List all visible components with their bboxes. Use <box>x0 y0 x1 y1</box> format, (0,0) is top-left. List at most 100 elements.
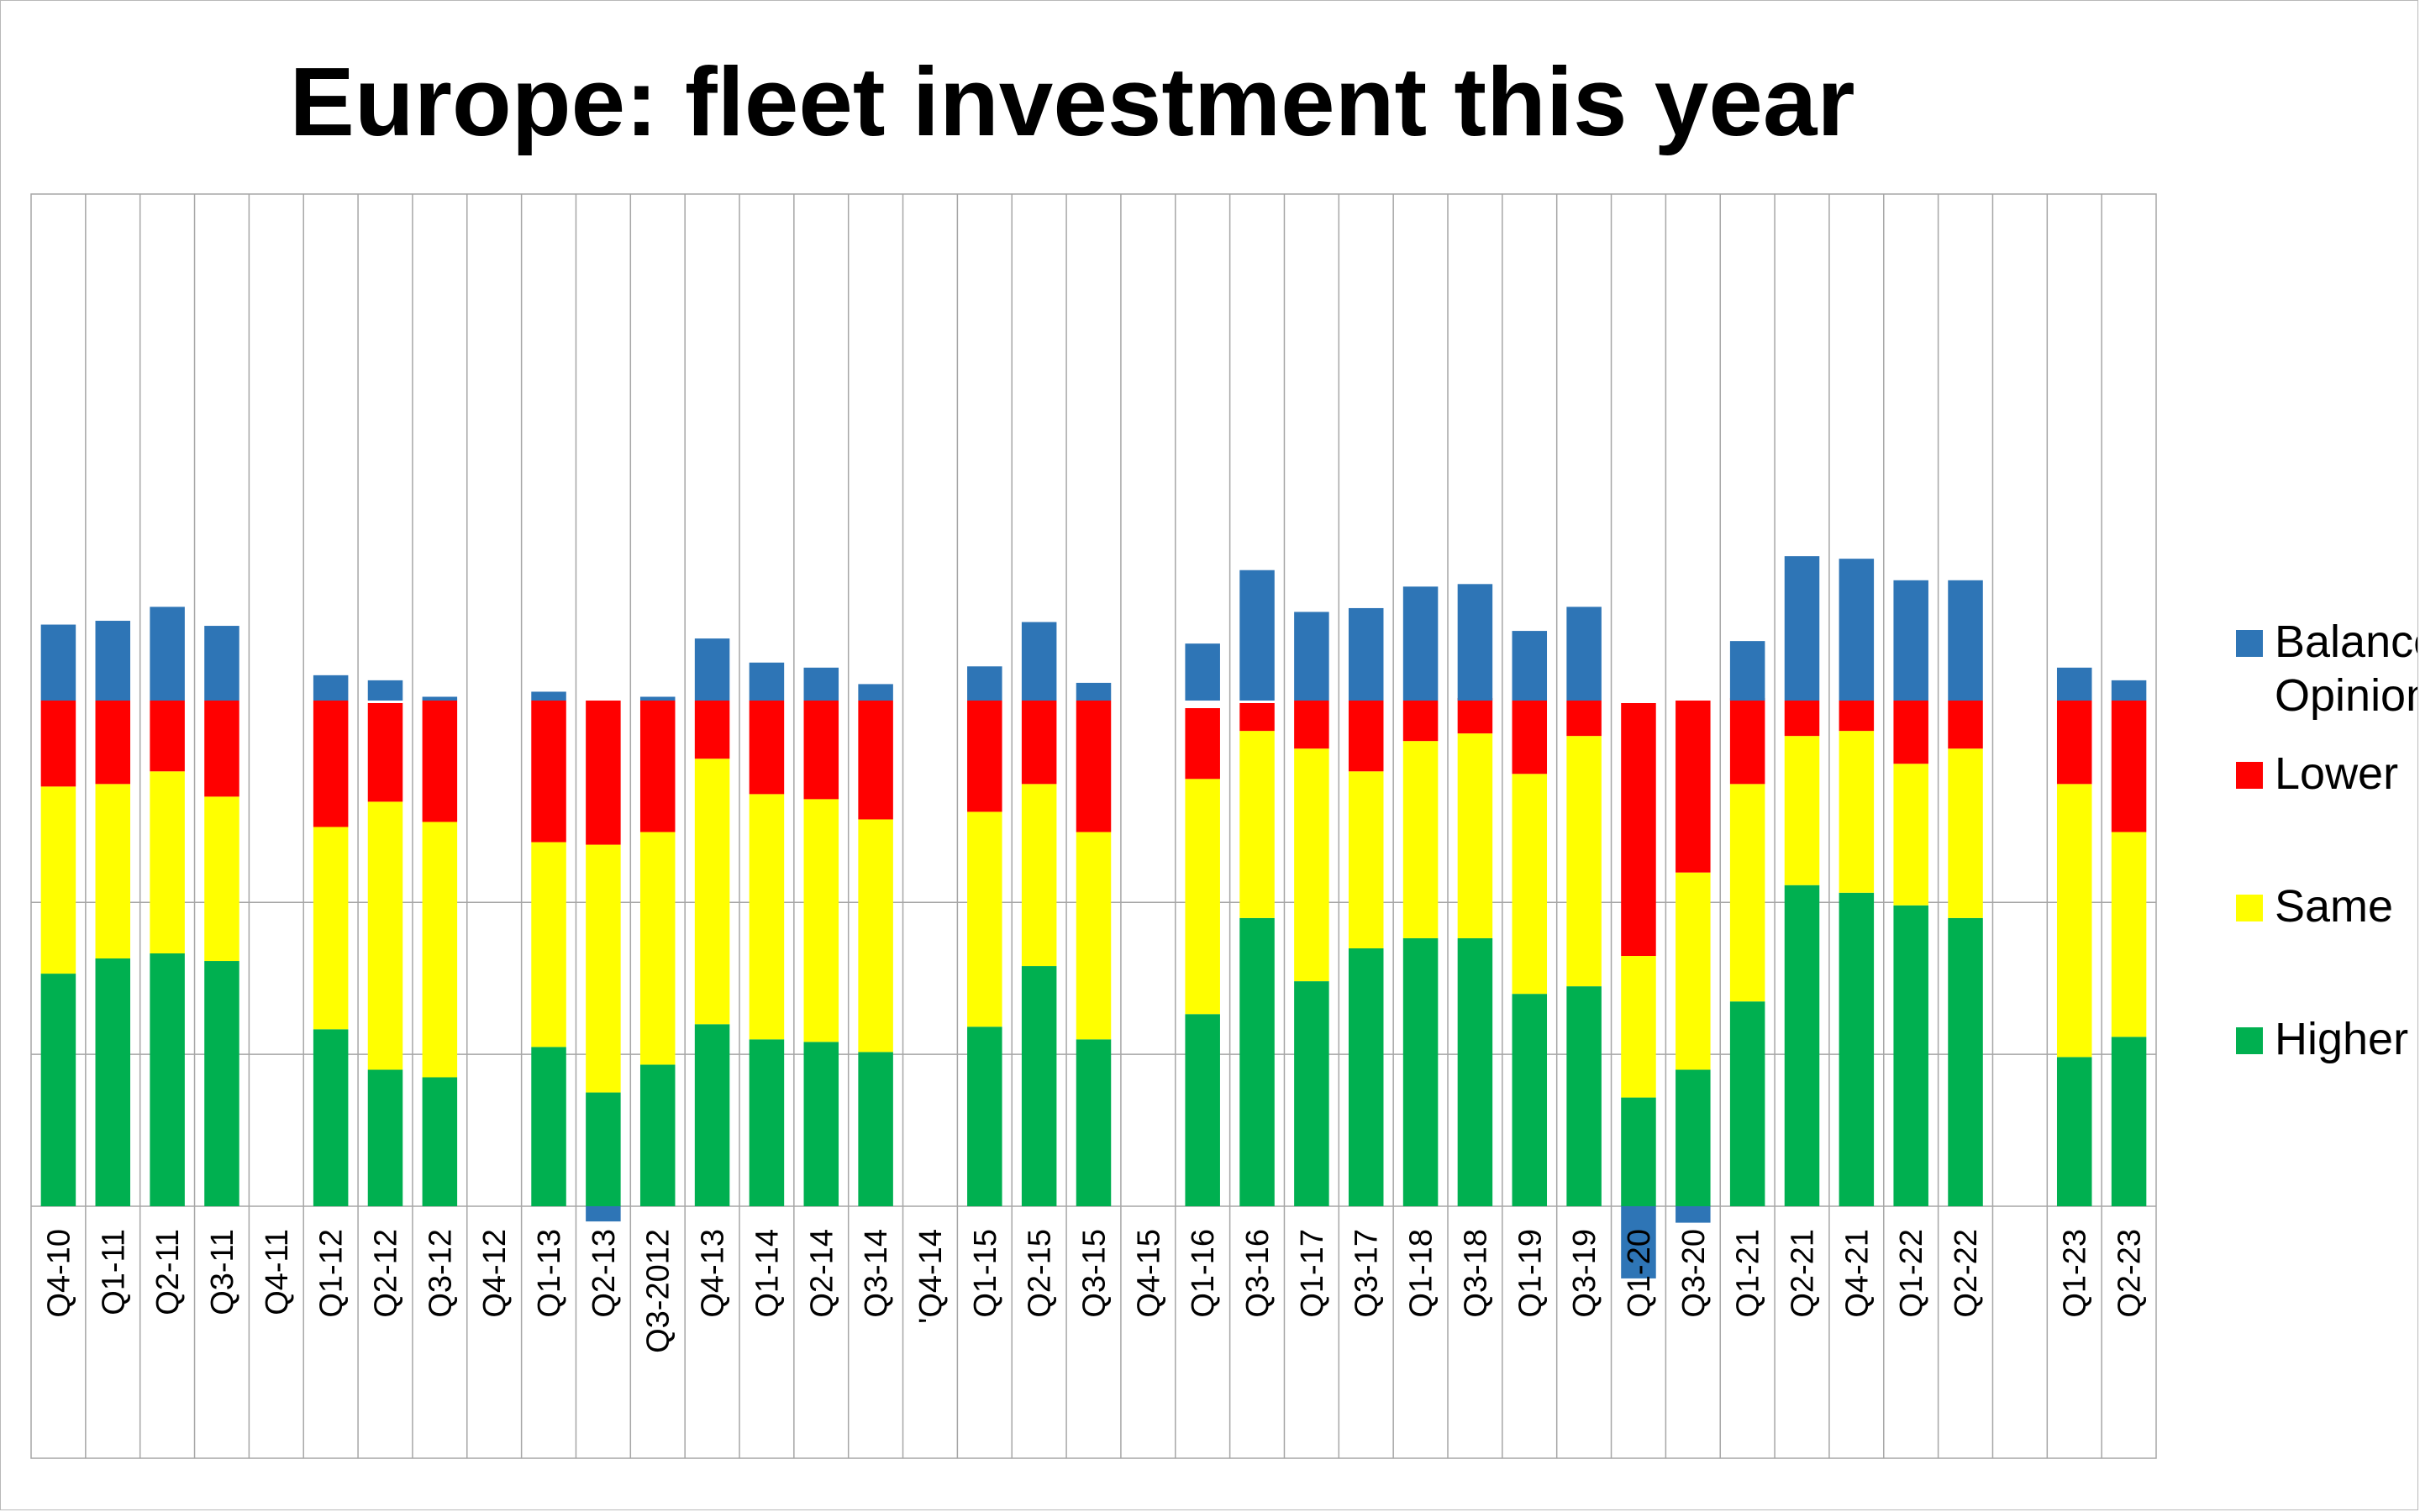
bar-higher-q1-20 <box>1621 1097 1656 1206</box>
bar-lower-q3-14 <box>858 701 893 820</box>
bar-lower-q2-21 <box>1784 701 1820 737</box>
x-tick-label-q1-19: Q1-19 <box>1512 1229 1548 1318</box>
x-tick-label-q2-23: Q2-23 <box>2112 1229 2148 1318</box>
bar-lower-q1-20 <box>1621 703 1656 957</box>
x-tick-label-q3-17: Q3-17 <box>1349 1229 1385 1318</box>
bar-higher-q1-17 <box>1294 981 1329 1206</box>
bar-lower-q1-18 <box>1402 701 1439 742</box>
bar-higher-q3-18 <box>1457 937 1493 1206</box>
bar-lower-q4-13 <box>694 701 730 759</box>
x-tick-label-q4-13: Q4-13 <box>696 1229 731 1318</box>
bar-balance-of-opinion-q3-15 <box>1076 682 1112 701</box>
x-tick-label-q4-11: Q4-11 <box>260 1229 295 1315</box>
bar-balance-of-opinion-q1-12 <box>313 675 349 701</box>
bar-balance-of-opinion-q4-10 <box>40 624 76 701</box>
x-tick-label-q4-12: Q4-12 <box>477 1229 513 1318</box>
bar-lower-q3-17 <box>1348 701 1384 772</box>
legend-label-balance-of-opinion: Balance ofOpinion <box>2275 617 2418 721</box>
bar-same-q2-23 <box>2111 832 2147 1037</box>
bar-same-q1-19 <box>1512 774 1548 995</box>
bar-same-q1-14 <box>749 794 785 1040</box>
x-tick-label-q1-22: Q1-22 <box>1894 1229 1929 1318</box>
bar-balance-of-opinion-q2-23 <box>2111 680 2147 701</box>
x-tick-label-q3-14: Q3-14 <box>859 1229 894 1318</box>
bar-same-q3-19 <box>1566 736 1602 987</box>
bar-lower-q1-17 <box>1294 701 1329 749</box>
bar-lower-q2-15 <box>1021 701 1057 785</box>
x-tick-label-q3-15: Q3-15 <box>1077 1229 1113 1318</box>
bar-higher-q2-14 <box>803 1042 839 1206</box>
x-tick-label-q4-15: Q4-15 <box>1131 1229 1166 1318</box>
bar-balance-of-opinion-q1-17 <box>1294 612 1329 701</box>
x-tick-label-q1-20: Q1-20 <box>1622 1229 1657 1318</box>
bar-balance-of-opinion-q2-11 <box>150 606 185 701</box>
bar-same-q1-18 <box>1402 741 1439 938</box>
bar-higher-q1-16 <box>1185 1014 1220 1206</box>
bar-higher-q3-20 <box>1676 1069 1711 1206</box>
bar-balance-of-opinion-q3-18 <box>1457 584 1493 701</box>
bar-balance-of-opinion-q1-22 <box>1893 580 1928 701</box>
bar-same-q2-13 <box>586 844 621 1093</box>
bar-lower-q1-15 <box>967 701 1002 812</box>
legend: Balance ofOpinion Lower Same Higher <box>2236 617 2418 1064</box>
bar-balance-of-opinion-q1-15 <box>967 666 1002 701</box>
bar-same-q1-13 <box>531 842 566 1047</box>
x-tick-labels: Q4-10 Q1-11 Q2-11 Q3-11 Q4-11 Q1-12 Q2-12 Q3-12… <box>41 1229 2147 1353</box>
bar-same-q2-14 <box>803 799 839 1042</box>
bar-higher-q3-16 <box>1239 917 1275 1206</box>
bar-same-q1-23 <box>2056 784 2092 1058</box>
x-tick-label-q1-13: Q1-13 <box>532 1229 567 1318</box>
x-tick-label-q3-20: Q3-20 <box>1676 1229 1712 1318</box>
x-tick-label-q2-21: Q2-21 <box>1786 1229 1821 1318</box>
bar-higher-q1-11 <box>95 958 131 1206</box>
bar-higher-q1-19 <box>1512 994 1548 1206</box>
bar-balance-of-opinion-q2-21 <box>1784 556 1820 701</box>
bar-balance-of-opinion-q2-22 <box>1948 580 1983 701</box>
bar-higher-q2-12 <box>367 1069 403 1206</box>
bar-lower-q3-16 <box>1239 703 1275 732</box>
bar-higher-q2-23 <box>2111 1037 2147 1206</box>
bar-same-q2-22 <box>1948 748 1983 918</box>
x-tick-label-q3-11: Q3-11 <box>205 1229 240 1315</box>
bar-higher-q2-15 <box>1021 966 1057 1206</box>
x-tick-label-q1-17: Q1-17 <box>1295 1229 1330 1318</box>
bar-higher-q3-12 <box>422 1077 458 1206</box>
bar-same-q1-22 <box>1893 764 1928 906</box>
bar-same-q3-2012 <box>639 832 676 1065</box>
bar-lower-q4-21 <box>1839 701 1875 732</box>
bar-higher-q1-14 <box>749 1039 785 1206</box>
bar-lower-q3-19 <box>1566 701 1602 737</box>
bar-lower-q1-19 <box>1512 701 1548 774</box>
x-tick-label-q1-21: Q1-21 <box>1731 1229 1766 1318</box>
bar-balance-of-opinion-q3-11 <box>204 626 239 701</box>
bar-balance-of-opinion-q3-20 <box>1676 1206 1711 1223</box>
bar-same-q1-12 <box>313 827 349 1030</box>
x-tick-label-q2-22: Q2-22 <box>1949 1229 1984 1318</box>
bar-same-q4-13 <box>694 759 730 1025</box>
bar-lower-q2-13 <box>586 701 621 845</box>
bar-balance-of-opinion-q1-11 <box>95 621 131 701</box>
bar-higher-q2-22 <box>1948 917 1983 1206</box>
bar-lower-q3-18 <box>1457 697 1493 734</box>
bar-higher-q4-13 <box>694 1024 730 1206</box>
bar-lower-q1-14 <box>749 701 785 795</box>
bar-higher-q3-2012 <box>639 1064 676 1206</box>
bar-same-q3-17 <box>1348 771 1384 948</box>
bar-higher-q2-13 <box>586 1092 621 1206</box>
bar-higher-q4-21 <box>1839 892 1875 1206</box>
bar-lower-q2-12 <box>367 703 403 802</box>
bar-balance-of-opinion-q3-17 <box>1348 607 1384 701</box>
x-tick-label-q3-12: Q3-12 <box>423 1229 458 1318</box>
bar-balance-of-opinion-q2-15 <box>1021 622 1057 701</box>
plot-area <box>30 193 2157 1459</box>
bar-same-q2-11 <box>150 771 185 953</box>
bar-balance-of-opinion-q3-12 <box>422 696 458 701</box>
bar-higher-q1-23 <box>2056 1057 2092 1206</box>
bar-same-q3-11 <box>204 796 239 962</box>
bar-balance-of-opinion-q1-23 <box>2056 667 2092 701</box>
bar-same-q3-20 <box>1676 872 1711 1070</box>
x-tick-label-q2-15: Q2-15 <box>1023 1229 1058 1318</box>
bar-same-q3-14 <box>858 819 893 1053</box>
bar-same-q1-16 <box>1185 779 1220 1015</box>
bar-higher-q1-12 <box>313 1029 349 1206</box>
